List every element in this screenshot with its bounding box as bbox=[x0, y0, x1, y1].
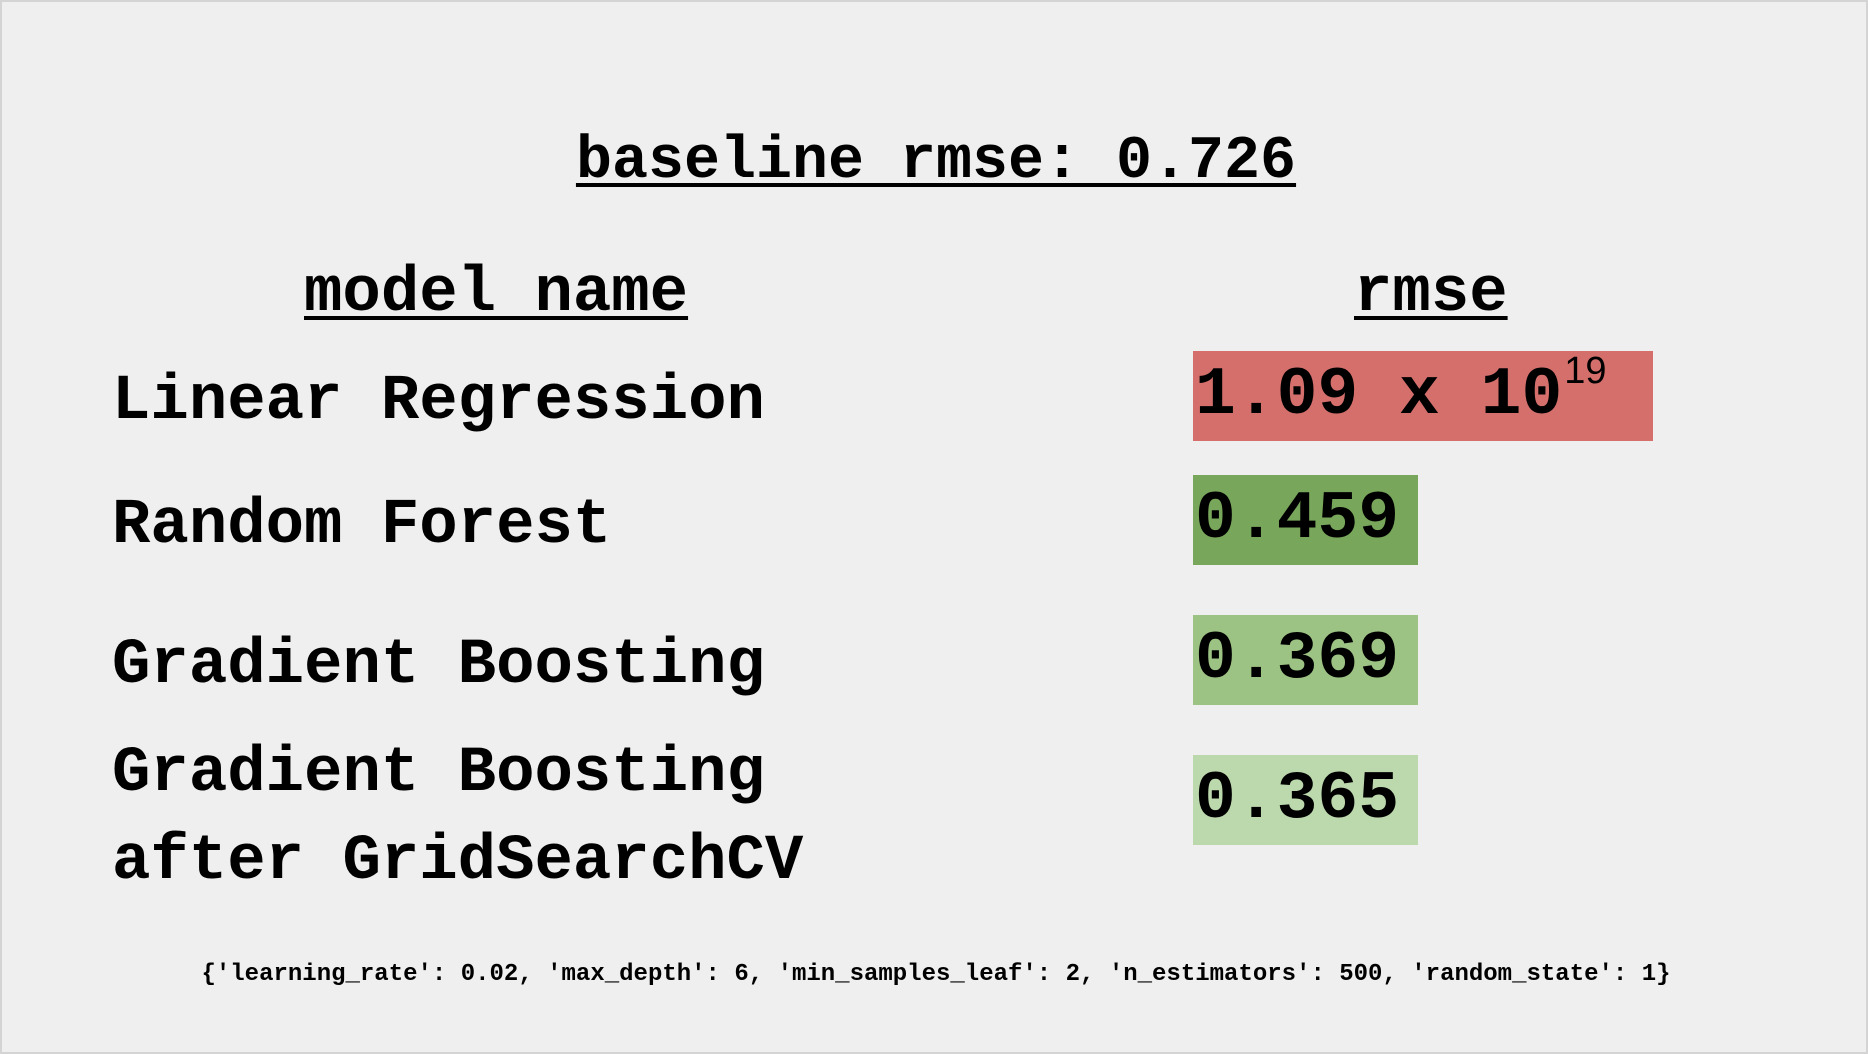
rmse-cell-gradient-boosting: 0.369 bbox=[1193, 615, 1418, 705]
model-name-line-2: after GridSearchCV bbox=[112, 826, 804, 898]
model-name-random-forest: Random Forest bbox=[112, 490, 612, 562]
rmse-header: rmse bbox=[1354, 258, 1508, 330]
best-params-text: {'learning_rate': 0.02, 'max_depth': 6, … bbox=[201, 961, 1671, 988]
model-name-gradient-boosting: Gradient Boosting bbox=[112, 630, 765, 702]
rmse-mantissa: 1.09 x 10 bbox=[1195, 357, 1563, 434]
model-name-line-1: Gradient Boosting bbox=[112, 738, 765, 810]
rmse-cell-gradient-boosting-gridsearch: 0.365 bbox=[1193, 755, 1418, 845]
rmse-cell-random-forest: 0.459 bbox=[1193, 475, 1418, 565]
rmse-exponent: 19 bbox=[1564, 350, 1607, 392]
model-name-linear-regression: Linear Regression bbox=[112, 366, 765, 438]
baseline-rmse-title: baseline rmse: 0.726 bbox=[575, 128, 1297, 196]
rmse-cell-linear-regression: 1.09 x 1019 bbox=[1193, 351, 1653, 441]
model-name-gradient-boosting-gridsearch: Gradient Boosting after GridSearchCV bbox=[112, 730, 803, 906]
model-name-header: model name bbox=[304, 258, 689, 330]
